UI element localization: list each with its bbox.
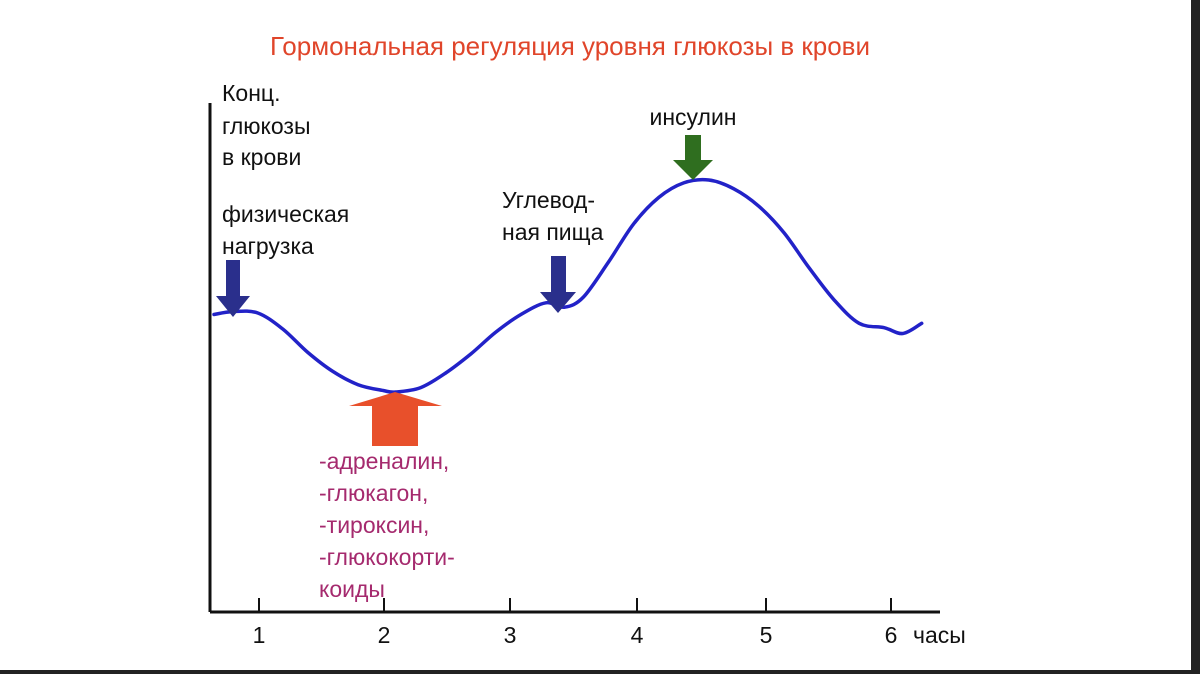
- exercise-annotation: физическая нагрузка: [216, 201, 349, 317]
- x-tick-label-6: 6: [885, 622, 898, 648]
- hormone-label-glucocorti: -глюкокорти-: [319, 544, 455, 570]
- x-tick-label-3: 3: [504, 622, 517, 648]
- y-axis-label: Конц. глюкозы в крови: [222, 80, 311, 170]
- hormone-label-adrenaline: -адреналин,: [319, 448, 449, 474]
- y-axis-label-line-2: глюкозы: [222, 113, 311, 139]
- exercise-arrow-icon: [216, 260, 250, 317]
- slide-edge-bottom: [0, 670, 1200, 674]
- glucose-curve: [212, 177, 924, 394]
- slide-edge-right: [1191, 0, 1200, 674]
- y-axis-label-line-3: в крови: [222, 144, 301, 170]
- insulin-label: инсулин: [649, 104, 736, 130]
- x-axis-label: часы: [913, 622, 966, 648]
- carb-food-label-line-2: ная пища: [502, 219, 604, 245]
- x-tick-label-2: 2: [378, 622, 391, 648]
- exercise-label-line-1: физическая: [222, 201, 349, 227]
- x-tick-label-5: 5: [760, 622, 773, 648]
- x-tick-label-1: 1: [253, 622, 266, 648]
- insulin-arrow-icon: [673, 135, 713, 180]
- axes: [208, 103, 940, 614]
- carb-food-label-line-1: Углевод-: [502, 187, 595, 213]
- x-tick-label-4: 4: [631, 622, 644, 648]
- y-axis-label-line-1: Конц.: [222, 80, 280, 106]
- counter-hormones-arrow-icon: [349, 392, 442, 446]
- hormone-label-glucagon: -глюкагон,: [319, 480, 428, 506]
- exercise-label-line-2: нагрузка: [222, 233, 314, 259]
- hormone-label-thyroxine: -тироксин,: [319, 512, 429, 538]
- carb-food-arrow-icon: [540, 256, 576, 313]
- insulin-annotation: инсулин: [649, 104, 737, 180]
- counter-hormones-annotation: -адреналин, -глюкагон, -тироксин, -глюко…: [319, 392, 455, 602]
- hormone-label-coids: коиды: [319, 576, 385, 602]
- chart-title: Гормональная регуляция уровня глюкозы в …: [270, 31, 870, 61]
- carb-food-annotation: Углевод- ная пища: [502, 187, 604, 313]
